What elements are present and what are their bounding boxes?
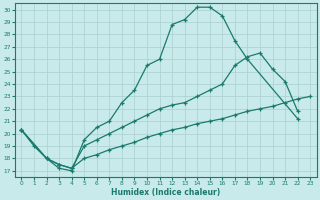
X-axis label: Humidex (Indice chaleur): Humidex (Indice chaleur) bbox=[111, 188, 220, 197]
